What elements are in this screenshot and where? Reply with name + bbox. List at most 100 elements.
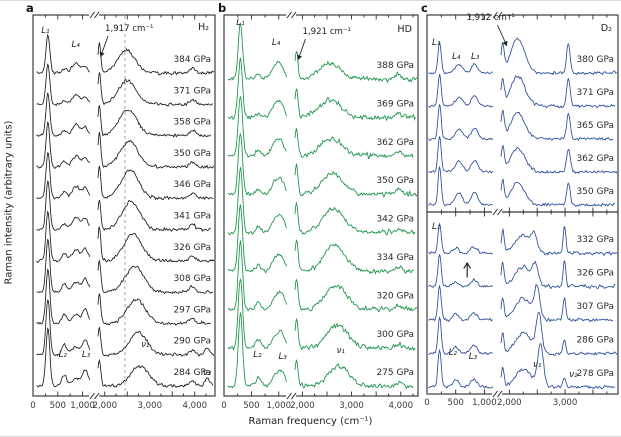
pressure-label: 388 GPa bbox=[376, 61, 414, 71]
traces-group bbox=[428, 37, 617, 208]
peak-label: L₃ bbox=[82, 350, 91, 360]
pressure-label: 346 GPa bbox=[173, 180, 211, 190]
pressure-label: 369 GPa bbox=[376, 99, 414, 109]
x-tick-label: 0 bbox=[221, 401, 226, 411]
pressure-label: 371 GPa bbox=[576, 88, 614, 98]
spectrum-trace-275-gpa bbox=[227, 312, 414, 390]
peak-label: L₃ bbox=[471, 52, 480, 62]
panel-label-a: a bbox=[26, 1, 34, 15]
x-tick-label: 1,000 bbox=[70, 401, 95, 411]
spectrum-trace-342-gpa bbox=[227, 167, 416, 236]
annotation-arrow-head bbox=[297, 54, 302, 60]
peak-label: ν₂ bbox=[203, 368, 212, 378]
peak-label: ν₁ bbox=[337, 346, 346, 356]
spectrum-trace-290-gpa bbox=[36, 299, 214, 357]
axis-break-mark bbox=[291, 11, 297, 19]
pressure-label: 297 GPa bbox=[173, 305, 211, 315]
x-tick-label: 4,000 bbox=[182, 401, 207, 411]
pressure-label: 350 GPa bbox=[376, 176, 414, 186]
axis-break-mark bbox=[89, 11, 95, 19]
axis-break-mark bbox=[286, 11, 292, 19]
pressure-label: 380 GPa bbox=[576, 55, 614, 65]
spectrum-trace-369-gpa bbox=[227, 57, 416, 122]
spectrum-trace-341-gpa bbox=[36, 180, 211, 233]
axis-break-mark bbox=[497, 11, 503, 19]
peak-label: L₂ bbox=[59, 350, 68, 360]
x-tick-label: 500 bbox=[243, 401, 259, 411]
axis-break-gap bbox=[89, 392, 99, 400]
pressure-label: 320 GPa bbox=[376, 291, 414, 301]
element-label: D₂ bbox=[601, 23, 612, 34]
peak-label: L₁ bbox=[236, 18, 245, 28]
spectrum-trace-326-gpa bbox=[428, 254, 616, 290]
peak-label: L₁ bbox=[432, 38, 441, 48]
axis-break-mark bbox=[94, 11, 100, 19]
pressure-label: 371 GPa bbox=[173, 86, 211, 96]
spectrum-trace-284-gpa bbox=[36, 327, 214, 388]
axis-break-gap bbox=[492, 208, 502, 216]
pressure-label: 362 GPa bbox=[376, 138, 414, 148]
axis-break-gap bbox=[286, 11, 296, 19]
new-peak-marker-arrowhead bbox=[463, 261, 472, 269]
peak-label: L₂ bbox=[449, 348, 458, 358]
traces-group bbox=[428, 222, 617, 390]
spectrum-trace-334-gpa bbox=[227, 204, 414, 275]
spectrum-trace-388-gpa bbox=[227, 22, 417, 84]
pressure-label: 350 GPa bbox=[576, 187, 614, 197]
x-tick-label: 2,000 bbox=[92, 401, 117, 411]
spectrum-trace-326-gpa bbox=[36, 210, 214, 263]
pressure-label: 334 GPa bbox=[376, 253, 414, 263]
pressure-label: 326 GPa bbox=[576, 269, 614, 279]
x-tick-label: 500 bbox=[447, 398, 463, 408]
x-tick-label: 3,000 bbox=[137, 401, 162, 411]
spectrum-trace-286-gpa bbox=[428, 311, 617, 357]
pressure-label: 358 GPa bbox=[173, 118, 211, 128]
spectrum-trace-332-gpa bbox=[428, 222, 617, 257]
spectrum-trace-365-gpa bbox=[428, 104, 614, 141]
panel-c-top: 380 GPa 371 GPa 365 GPa 362 GPa 350 GPa L₁ L₄ L… bbox=[426, 11, 619, 216]
x-tick-label: 1,000 bbox=[472, 398, 497, 408]
pressure-label: 384 GPa bbox=[173, 55, 211, 65]
spectrum-trace-362-gpa bbox=[227, 95, 414, 160]
panel-c-bottom: 0 500 1,000 2,000 3,000 332 GPa 326 GPa 307 GPa… bbox=[424, 208, 619, 408]
spectrum-trace-362-gpa bbox=[428, 136, 617, 174]
axis-break-mark bbox=[94, 392, 100, 400]
pressure-label: 362 GPa bbox=[576, 154, 614, 164]
x-tick-label: 0 bbox=[30, 401, 35, 411]
x-tick-label: 1,000 bbox=[266, 401, 291, 411]
spectrum-trace-371-gpa bbox=[428, 74, 616, 109]
pressure-label: 342 GPa bbox=[376, 215, 414, 225]
peak-label: ν₁ bbox=[141, 340, 150, 350]
axis-break-mark bbox=[492, 11, 498, 19]
peak-label: ν₂ bbox=[569, 370, 578, 380]
axis-break-mark bbox=[497, 208, 503, 216]
peak-label: L₂ bbox=[253, 350, 262, 360]
peak-label: L₄ bbox=[272, 38, 281, 48]
pressure-label: 290 GPa bbox=[173, 337, 211, 347]
axis-break-gap bbox=[492, 390, 502, 398]
spectrum-trace-278-gpa bbox=[428, 343, 616, 390]
spectrum-trace-307-gpa bbox=[428, 284, 614, 323]
pressure-label: 341 GPa bbox=[173, 212, 211, 222]
peak-label: L₁ bbox=[432, 222, 441, 232]
element-label: H₂ bbox=[198, 22, 209, 33]
frequency-annotation: 1,921 cm⁻¹ bbox=[302, 27, 350, 37]
axis-break-mark bbox=[497, 390, 503, 398]
x-tick-label: 4,000 bbox=[388, 401, 413, 411]
axis-break-mark bbox=[291, 392, 297, 400]
pressure-label: 332 GPa bbox=[576, 235, 614, 245]
spectrum-trace-384-gpa bbox=[36, 33, 214, 76]
axis-break-gap bbox=[89, 11, 99, 19]
pressure-label: 308 GPa bbox=[173, 274, 211, 284]
panel-label-c: c bbox=[421, 1, 428, 15]
pressure-label: 326 GPa bbox=[173, 243, 211, 253]
pressure-label: 307 GPa bbox=[576, 302, 614, 312]
spectrum-trace-346-gpa bbox=[36, 151, 214, 201]
spectrum-trace-300-gpa bbox=[227, 277, 416, 352]
x-tick-label: 3,000 bbox=[339, 401, 364, 411]
spectrum-trace-371-gpa bbox=[36, 63, 214, 107]
traces-group bbox=[227, 22, 417, 390]
